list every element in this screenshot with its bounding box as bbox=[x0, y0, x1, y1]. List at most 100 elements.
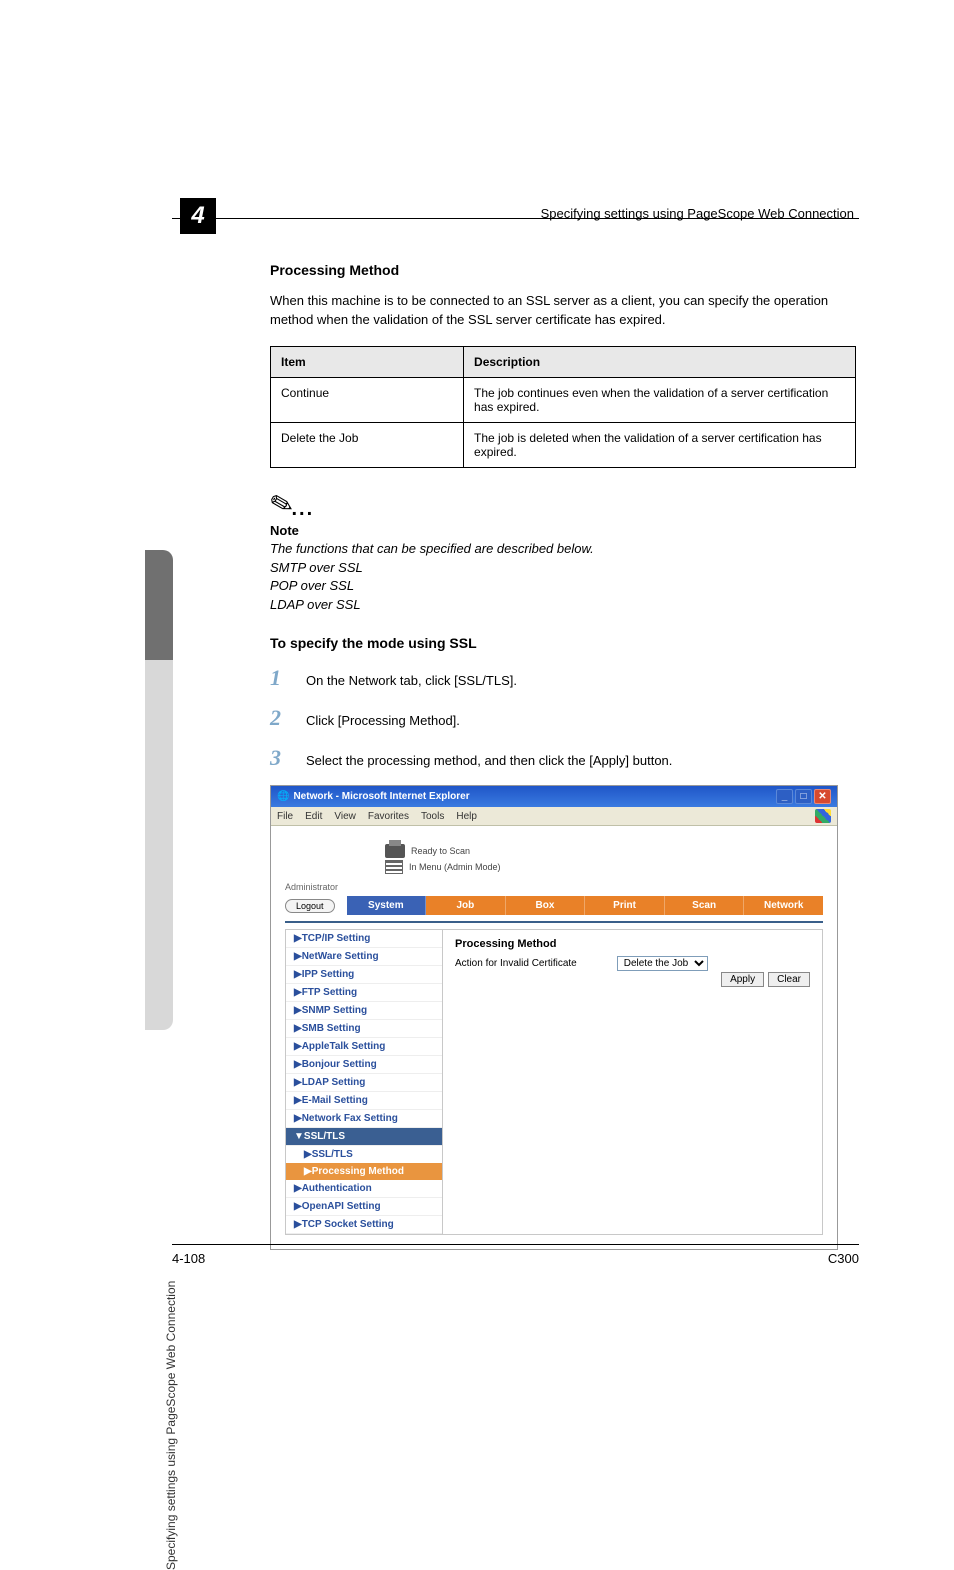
step-item: 3Select the processing method, and then … bbox=[270, 745, 856, 771]
side-tab-title: Specifying settings using PageScope Web … bbox=[164, 1281, 178, 1570]
logout-button[interactable]: Logout bbox=[285, 899, 335, 913]
action-select[interactable]: Delete the Job bbox=[617, 956, 708, 971]
sidebar-ssltls[interactable]: ▶SSL/TLS bbox=[286, 1146, 442, 1163]
table-row: Delete the Job The job is deleted when t… bbox=[271, 422, 856, 467]
step-num: 3 bbox=[270, 745, 306, 771]
sidebar-ftp[interactable]: ▶FTP Setting bbox=[286, 984, 442, 1002]
screenshot-body: ▶TCP/IP Setting ▶NetWare Setting ▶IPP Se… bbox=[271, 929, 837, 1249]
sidebar-openapi[interactable]: ▶OpenAPI Setting bbox=[286, 1198, 442, 1216]
sidebar: ▶TCP/IP Setting ▶NetWare Setting ▶IPP Se… bbox=[285, 929, 443, 1235]
printer-icon bbox=[385, 844, 405, 858]
maximize-button[interactable]: □ bbox=[795, 789, 812, 804]
ie-icon: 🌐 bbox=[277, 791, 289, 802]
sidebar-appletalk[interactable]: ▶AppleTalk Setting bbox=[286, 1038, 442, 1056]
footer: 4-108 C300 bbox=[172, 1244, 859, 1266]
status-ready: Ready to Scan bbox=[411, 846, 470, 856]
clear-button[interactable]: Clear bbox=[768, 972, 810, 987]
sidebar-netfax[interactable]: ▶Network Fax Setting bbox=[286, 1110, 442, 1128]
tab-bar: System Job Box Print Scan Network bbox=[347, 896, 823, 915]
table-row: Continue The job continues even when the… bbox=[271, 377, 856, 422]
note-heading: Note bbox=[270, 523, 856, 538]
sidebar-processing-method[interactable]: ▶Processing Method bbox=[286, 1163, 442, 1180]
chapter-badge: 4 bbox=[180, 198, 216, 234]
footer-model: C300 bbox=[828, 1251, 859, 1266]
status-mode: In Menu (Admin Mode) bbox=[409, 862, 501, 872]
note-line: LDAP over SSL bbox=[270, 596, 856, 615]
section-heading: Processing Method bbox=[270, 262, 856, 278]
ie-flag-icon bbox=[815, 809, 831, 823]
section-body: When this machine is to be connected to … bbox=[270, 292, 856, 330]
admin-row: Administrator bbox=[271, 882, 837, 896]
td-item: Continue bbox=[271, 377, 464, 422]
menu-icon bbox=[385, 860, 403, 874]
td-desc: The job continues even when the validati… bbox=[464, 377, 856, 422]
content-area: Processing Method When this machine is t… bbox=[270, 262, 856, 1250]
side-tab: Chapter 4 Specifying settings using Page… bbox=[145, 550, 173, 1030]
th-item: Item bbox=[271, 346, 464, 377]
note-block: ✎... Note The functions that can be spec… bbox=[270, 488, 856, 615]
close-button[interactable]: ✕ bbox=[814, 789, 831, 804]
minimize-button[interactable]: _ bbox=[776, 789, 793, 804]
menu-tools[interactable]: Tools bbox=[421, 811, 444, 822]
window-title: Network - Microsoft Internet Explorer bbox=[293, 791, 469, 802]
td-item: Delete the Job bbox=[271, 422, 464, 467]
side-tab-light bbox=[145, 660, 173, 1030]
sidebar-bonjour[interactable]: ▶Bonjour Setting bbox=[286, 1056, 442, 1074]
step-item: 1On the Network tab, click [SSL/TLS]. bbox=[270, 665, 856, 691]
tab-job[interactable]: Job bbox=[426, 896, 506, 915]
note-line: SMTP over SSL bbox=[270, 559, 856, 578]
step-list: 1On the Network tab, click [SSL/TLS]. 2C… bbox=[270, 665, 856, 771]
spec-table: Item Description Continue The job contin… bbox=[270, 346, 856, 468]
step-item: 2Click [Processing Method]. bbox=[270, 705, 856, 731]
sidebar-smb[interactable]: ▶SMB Setting bbox=[286, 1020, 442, 1038]
sidebar-ipp[interactable]: ▶IPP Setting bbox=[286, 966, 442, 984]
step-text: Select the processing method, and then c… bbox=[306, 753, 672, 768]
page-header: Ready to Scan In Menu (Admin Mode) bbox=[271, 826, 837, 882]
menu-view[interactable]: View bbox=[334, 811, 356, 822]
menu-help[interactable]: Help bbox=[456, 811, 477, 822]
button-row: Apply Clear bbox=[721, 972, 810, 987]
menu-favorites[interactable]: Favorites bbox=[368, 811, 409, 822]
sidebar-tcpsocket[interactable]: ▶TCP Socket Setting bbox=[286, 1216, 442, 1234]
titlebar[interactable]: 🌐 Network - Microsoft Internet Explorer … bbox=[271, 786, 837, 807]
sidebar-auth[interactable]: ▶Authentication bbox=[286, 1180, 442, 1198]
header-status: Ready to Scan In Menu (Admin Mode) bbox=[385, 844, 501, 876]
tab-box[interactable]: Box bbox=[506, 896, 586, 915]
menubar: File Edit View Favorites Tools Help bbox=[271, 807, 837, 826]
tab-print[interactable]: Print bbox=[585, 896, 665, 915]
admin-label: Administrator bbox=[285, 882, 338, 892]
sidebar-snmp[interactable]: ▶SNMP Setting bbox=[286, 1002, 442, 1020]
th-desc: Description bbox=[464, 346, 856, 377]
header-left bbox=[285, 844, 385, 868]
note-icon: ✎ bbox=[266, 485, 295, 522]
menu-edit[interactable]: Edit bbox=[305, 811, 322, 822]
sidebar-email[interactable]: ▶E-Mail Setting bbox=[286, 1092, 442, 1110]
sub-heading: To specify the mode using SSL bbox=[270, 635, 856, 651]
sidebar-netware[interactable]: ▶NetWare Setting bbox=[286, 948, 442, 966]
form-row: Action for Invalid Certificate Delete th… bbox=[455, 956, 810, 971]
apply-button[interactable]: Apply bbox=[721, 972, 764, 987]
sidebar-ldap[interactable]: ▶LDAP Setting bbox=[286, 1074, 442, 1092]
header-title: Specifying settings using PageScope Web … bbox=[541, 206, 854, 221]
step-num: 1 bbox=[270, 665, 306, 691]
tab-scan[interactable]: Scan bbox=[665, 896, 745, 915]
note-line: The functions that can be specified are … bbox=[270, 540, 856, 559]
side-tab-chapter: Chapter 4 bbox=[164, 1153, 178, 1206]
tab-system[interactable]: System bbox=[347, 896, 427, 915]
footer-page: 4-108 bbox=[172, 1251, 205, 1266]
field-label: Action for Invalid Certificate bbox=[455, 958, 577, 969]
tab-network[interactable]: Network bbox=[744, 896, 823, 915]
note-line: POP over SSL bbox=[270, 577, 856, 596]
sidebar-tcpip[interactable]: ▶TCP/IP Setting bbox=[286, 930, 442, 948]
step-num: 2 bbox=[270, 705, 306, 731]
td-desc: The job is deleted when the validation o… bbox=[464, 422, 856, 467]
main-panel: Processing Method Action for Invalid Cer… bbox=[443, 929, 823, 1235]
side-tab-dark bbox=[145, 550, 173, 665]
step-text: Click [Processing Method]. bbox=[306, 713, 460, 728]
menu-file[interactable]: File bbox=[277, 811, 293, 822]
tab-underline bbox=[285, 921, 823, 923]
screenshot-window: 🌐 Network - Microsoft Internet Explorer … bbox=[270, 785, 838, 1250]
main-title: Processing Method bbox=[455, 938, 810, 950]
sidebar-ssltls-group[interactable]: ▼SSL/TLS bbox=[286, 1128, 442, 1146]
step-text: On the Network tab, click [SSL/TLS]. bbox=[306, 673, 517, 688]
